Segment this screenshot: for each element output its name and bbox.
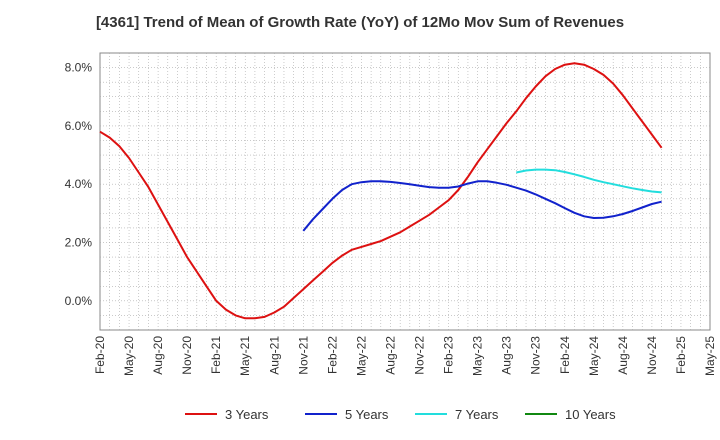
series-line-7-years — [516, 168, 662, 194]
y-tick-label: 8.0% — [65, 61, 93, 75]
x-tick-label: Aug-22 — [383, 336, 397, 375]
x-tick-label: Aug-24 — [616, 336, 630, 375]
x-tick-label: May-22 — [354, 336, 368, 376]
x-tick-label: May-21 — [238, 336, 252, 376]
x-tick-label: Nov-24 — [645, 336, 659, 375]
series-line-5-years — [302, 180, 662, 232]
y-tick-label: 2.0% — [65, 236, 93, 250]
legend: 3 Years 5 Years 7 Years 10 Years — [185, 407, 616, 422]
series-line-3-years — [99, 62, 663, 320]
x-tick-label: Feb-23 — [442, 336, 456, 374]
x-tick-label: Aug-21 — [267, 336, 281, 375]
x-tick-label: May-24 — [587, 336, 601, 376]
series-layer — [99, 62, 663, 320]
legend-label: 10 Years — [565, 407, 616, 422]
x-tick-label: Feb-25 — [674, 336, 688, 374]
y-tick-label: 4.0% — [65, 177, 93, 191]
x-tick-label: May-23 — [471, 336, 485, 376]
x-axis-ticks: Feb-20 May-20 Aug-20 Nov-20 Feb-21 May-21 Aug-… — [93, 336, 717, 376]
chart-title: [4361] Trend of Mean of Growth Rate (YoY… — [95, 14, 625, 31]
legend-label: 5 Years — [345, 407, 389, 422]
x-tick-label: Feb-24 — [558, 336, 572, 374]
y-tick-label: 6.0% — [65, 119, 93, 133]
x-tick-label: Nov-20 — [180, 336, 194, 375]
legend-label: 3 Years — [225, 407, 269, 422]
x-tick-label: Nov-21 — [296, 336, 310, 375]
x-tick-label: May-20 — [122, 336, 136, 376]
x-tick-label: Aug-20 — [151, 336, 165, 375]
x-tick-label: Feb-20 — [93, 336, 107, 374]
grid-layer — [100, 53, 710, 330]
x-tick-label: Nov-23 — [529, 336, 543, 375]
x-tick-label: Nov-22 — [413, 336, 427, 375]
x-tick-label: May-25 — [703, 336, 717, 376]
y-tick-label: 0.0% — [65, 294, 93, 308]
legend-label: 7 Years — [455, 407, 499, 422]
plot-area — [99, 52, 711, 331]
x-tick-label: Feb-22 — [325, 336, 339, 374]
y-axis-ticks: 0.0% 2.0% 4.0% 6.0% 8.0% — [65, 61, 93, 308]
x-tick-label: Feb-21 — [209, 336, 223, 374]
x-tick-label: Aug-23 — [500, 336, 514, 375]
